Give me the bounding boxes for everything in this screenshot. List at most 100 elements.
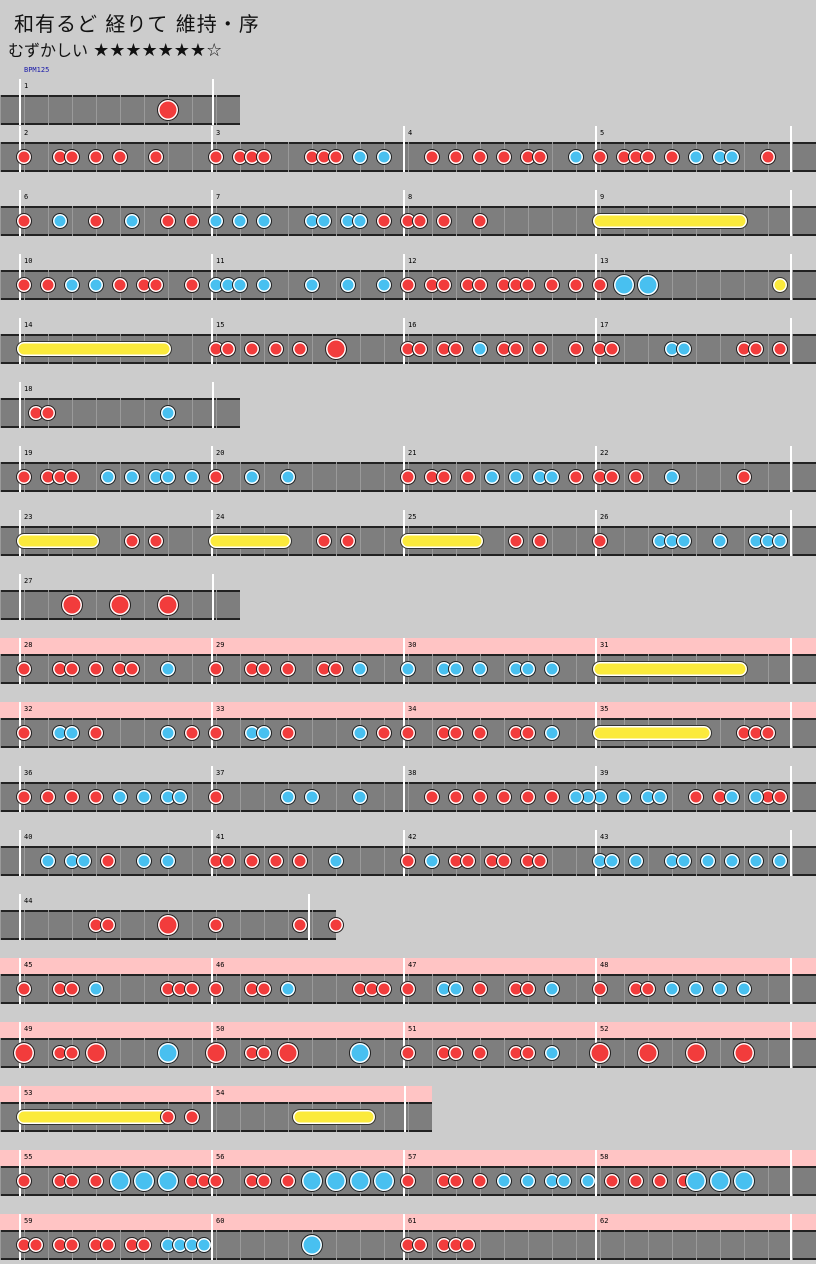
beat-line (144, 718, 145, 748)
beat-line (48, 95, 49, 125)
don-big-note (157, 594, 179, 616)
beat-line (168, 526, 169, 556)
ka-note (400, 661, 416, 677)
don-note (40, 789, 56, 805)
don-note (520, 277, 536, 293)
beat-line (240, 718, 241, 748)
beat-line (792, 206, 793, 236)
don-note (424, 789, 440, 805)
ka-big-note (157, 1170, 179, 1192)
beat-line (48, 1166, 49, 1196)
ka-note (544, 661, 560, 677)
beat-line (240, 974, 241, 1004)
beat-line (168, 270, 169, 300)
ka-note (232, 213, 248, 229)
chart-row: 1 (0, 79, 240, 125)
beat-line (744, 526, 745, 556)
ka-note (484, 469, 500, 485)
chart-row: 23 24 25 26 (0, 510, 816, 556)
beat-line (600, 1230, 601, 1260)
ka-note (280, 789, 296, 805)
beat-line (480, 1230, 481, 1260)
beat-line (120, 95, 121, 125)
ka-note (376, 149, 392, 165)
chart-row: 18 (0, 382, 240, 428)
don-note (400, 725, 416, 741)
don-note (448, 149, 464, 165)
measure-number: 10 (24, 257, 33, 265)
beat-line (192, 910, 193, 940)
measure-number: 36 (24, 769, 33, 777)
ka-note (520, 661, 536, 677)
ka-note (136, 853, 152, 869)
beat-line (360, 526, 361, 556)
measure-number: 19 (24, 449, 33, 457)
beat-line (696, 334, 697, 364)
ka-note (52, 213, 68, 229)
beat-line (528, 206, 529, 236)
measure-number: 47 (408, 961, 417, 969)
end-bar-line (790, 1214, 792, 1260)
don-note (208, 917, 224, 933)
beat-line (504, 206, 505, 236)
beat-line (288, 1230, 289, 1260)
chart-row: 32 33 34 35 (0, 702, 816, 748)
beat-line (792, 270, 793, 300)
don-note (460, 853, 476, 869)
measure-number: 22 (600, 449, 609, 457)
don-note (88, 661, 104, 677)
ka-note (676, 341, 692, 357)
ka-note (340, 277, 356, 293)
beat-line (456, 270, 457, 300)
beat-line (504, 654, 505, 684)
beat-line (144, 398, 145, 428)
don-note (640, 981, 656, 997)
beat-line (336, 1230, 337, 1260)
don-note (628, 1173, 644, 1189)
don-note (160, 213, 176, 229)
beat-line (576, 1166, 577, 1196)
beat-line (264, 1230, 265, 1260)
beat-line (72, 206, 73, 236)
don-note (88, 725, 104, 741)
beat-line (24, 590, 25, 620)
don-note (436, 469, 452, 485)
beat-line (240, 334, 241, 364)
beat-line (648, 846, 649, 876)
don-note (532, 853, 548, 869)
don-note (316, 533, 332, 549)
don-note (64, 1237, 80, 1253)
don-big-note (109, 594, 131, 616)
don-note (16, 277, 32, 293)
measure-bar-line (403, 126, 405, 172)
drumroll-note (400, 533, 484, 549)
don-note (568, 341, 584, 357)
ka-note (508, 469, 524, 485)
don-note (88, 789, 104, 805)
don-note (256, 149, 272, 165)
beat-line (240, 910, 241, 940)
don-note (292, 853, 308, 869)
don-note (112, 277, 128, 293)
end-bar-line (790, 1022, 792, 1068)
don-note (280, 725, 296, 741)
beat-line (744, 142, 745, 172)
ka-note (616, 789, 632, 805)
don-note (160, 1109, 176, 1125)
beat-line (432, 1038, 433, 1068)
beat-line (96, 462, 97, 492)
measure-bar-line (211, 1086, 213, 1132)
beat-line (144, 206, 145, 236)
don-note (340, 533, 356, 549)
beat-line (600, 1166, 601, 1196)
beat-line (288, 846, 289, 876)
beat-line (360, 846, 361, 876)
don-note (436, 213, 452, 229)
ka-big-note (301, 1234, 323, 1256)
beat-line (792, 1038, 793, 1068)
don-note (688, 789, 704, 805)
beat-line (144, 462, 145, 492)
chart-row: 53 54 (0, 1086, 432, 1132)
beat-line (144, 142, 145, 172)
ka-note (352, 661, 368, 677)
